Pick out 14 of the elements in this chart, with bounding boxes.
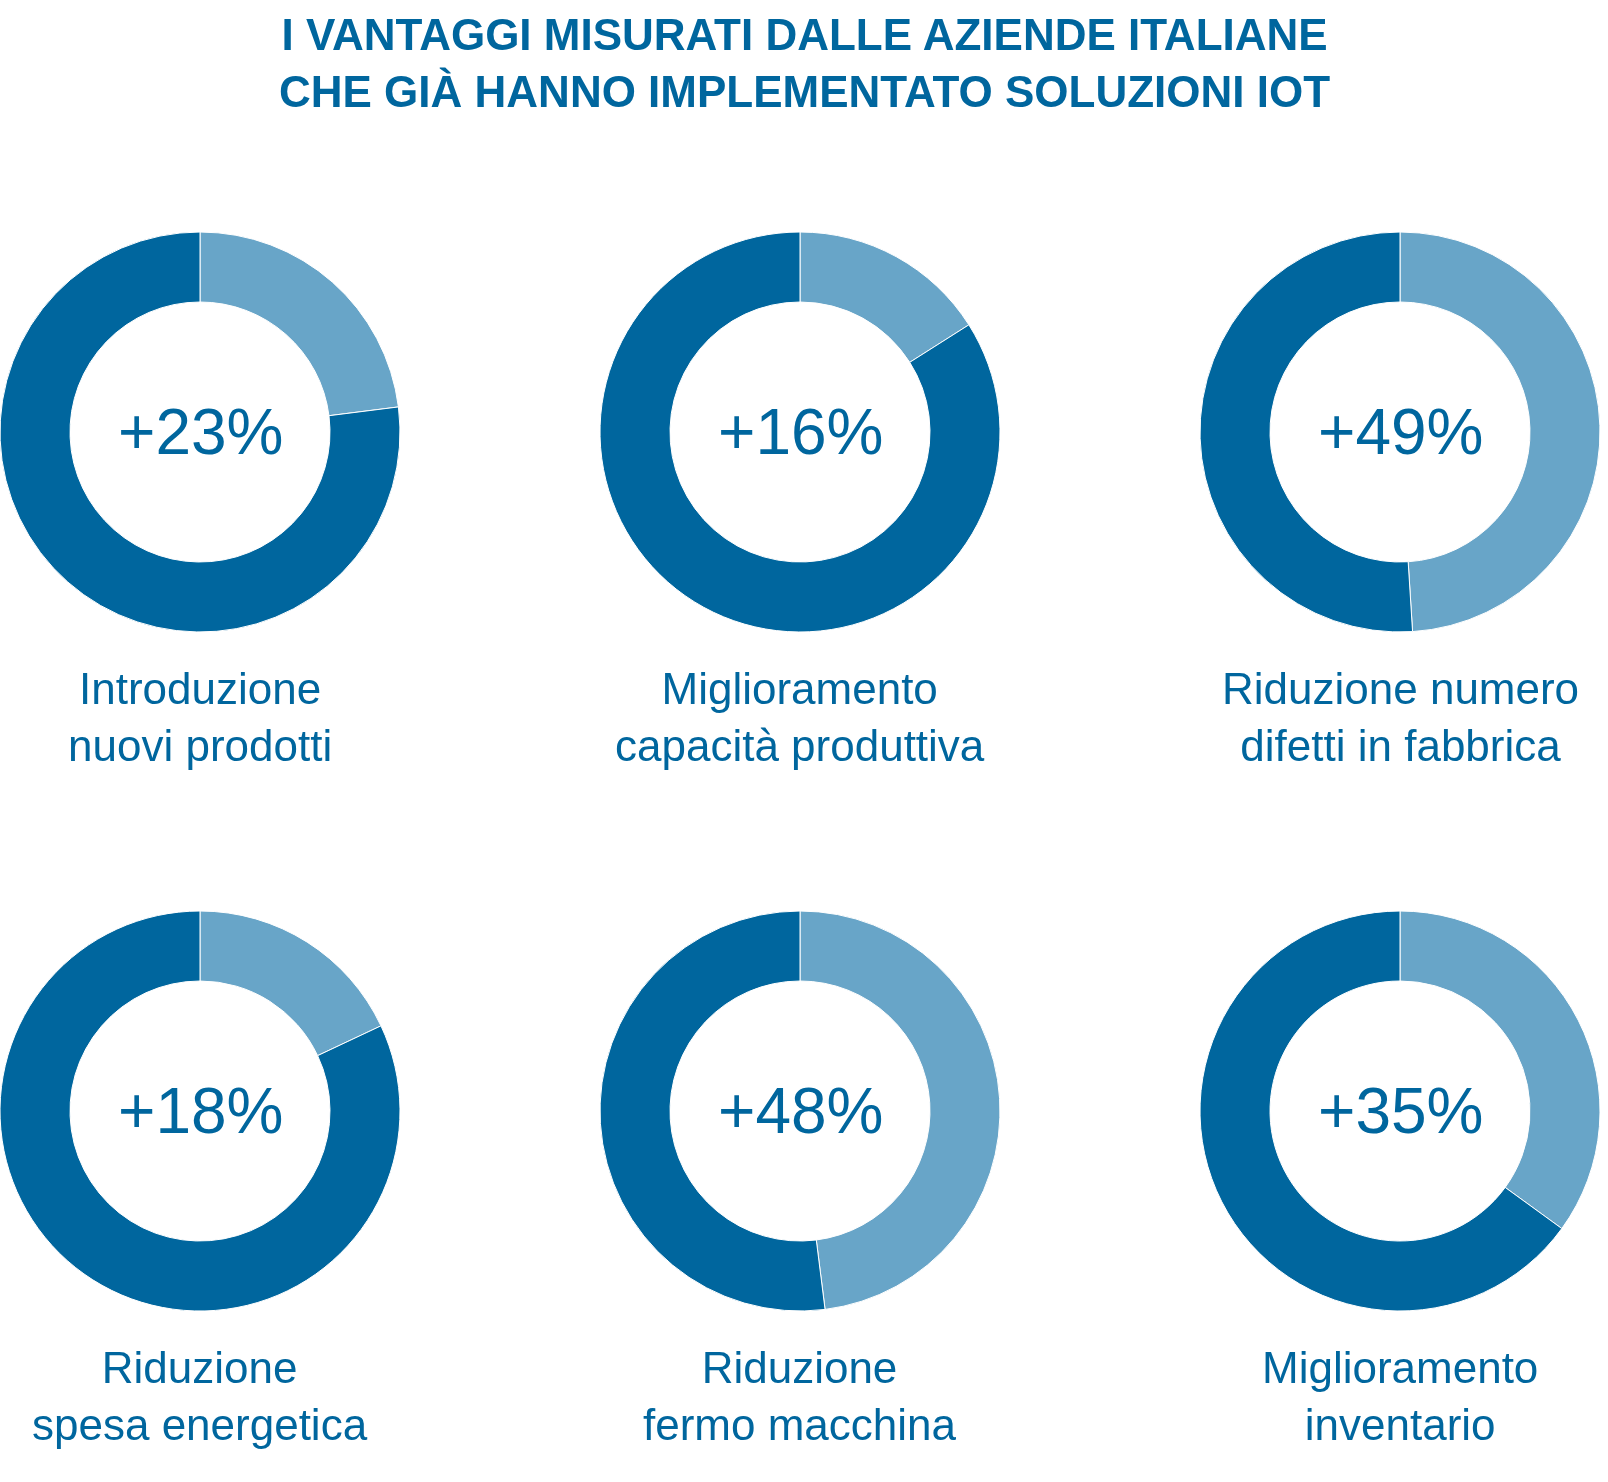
text: +48% bbox=[718, 1075, 884, 1147]
text: I VANTAGGI MISURATI DALLE AZIENDE ITALIANE CHE GIÀ HANNO IMPLEMENTATO SOLUZIONI IOT bbox=[279, 10, 1331, 117]
text: +49% bbox=[1318, 396, 1484, 468]
text: Riduzione spesa energetica bbox=[32, 1343, 368, 1450]
text: Miglioramento inventario bbox=[1262, 1343, 1539, 1450]
text: +18% bbox=[118, 1075, 284, 1147]
text: +23% bbox=[118, 396, 284, 468]
text: Miglioramento capacità produttiva bbox=[615, 664, 985, 771]
donut-slice bbox=[599, 231, 1001, 633]
text: Riduzione numero difetti in fabbrica bbox=[1222, 664, 1580, 771]
text: Introduzione nuovi prodotti bbox=[68, 664, 333, 771]
text: +35% bbox=[1318, 1075, 1484, 1147]
text: +16% bbox=[718, 396, 884, 468]
text: Riduzione fermo macchina bbox=[643, 1343, 957, 1450]
